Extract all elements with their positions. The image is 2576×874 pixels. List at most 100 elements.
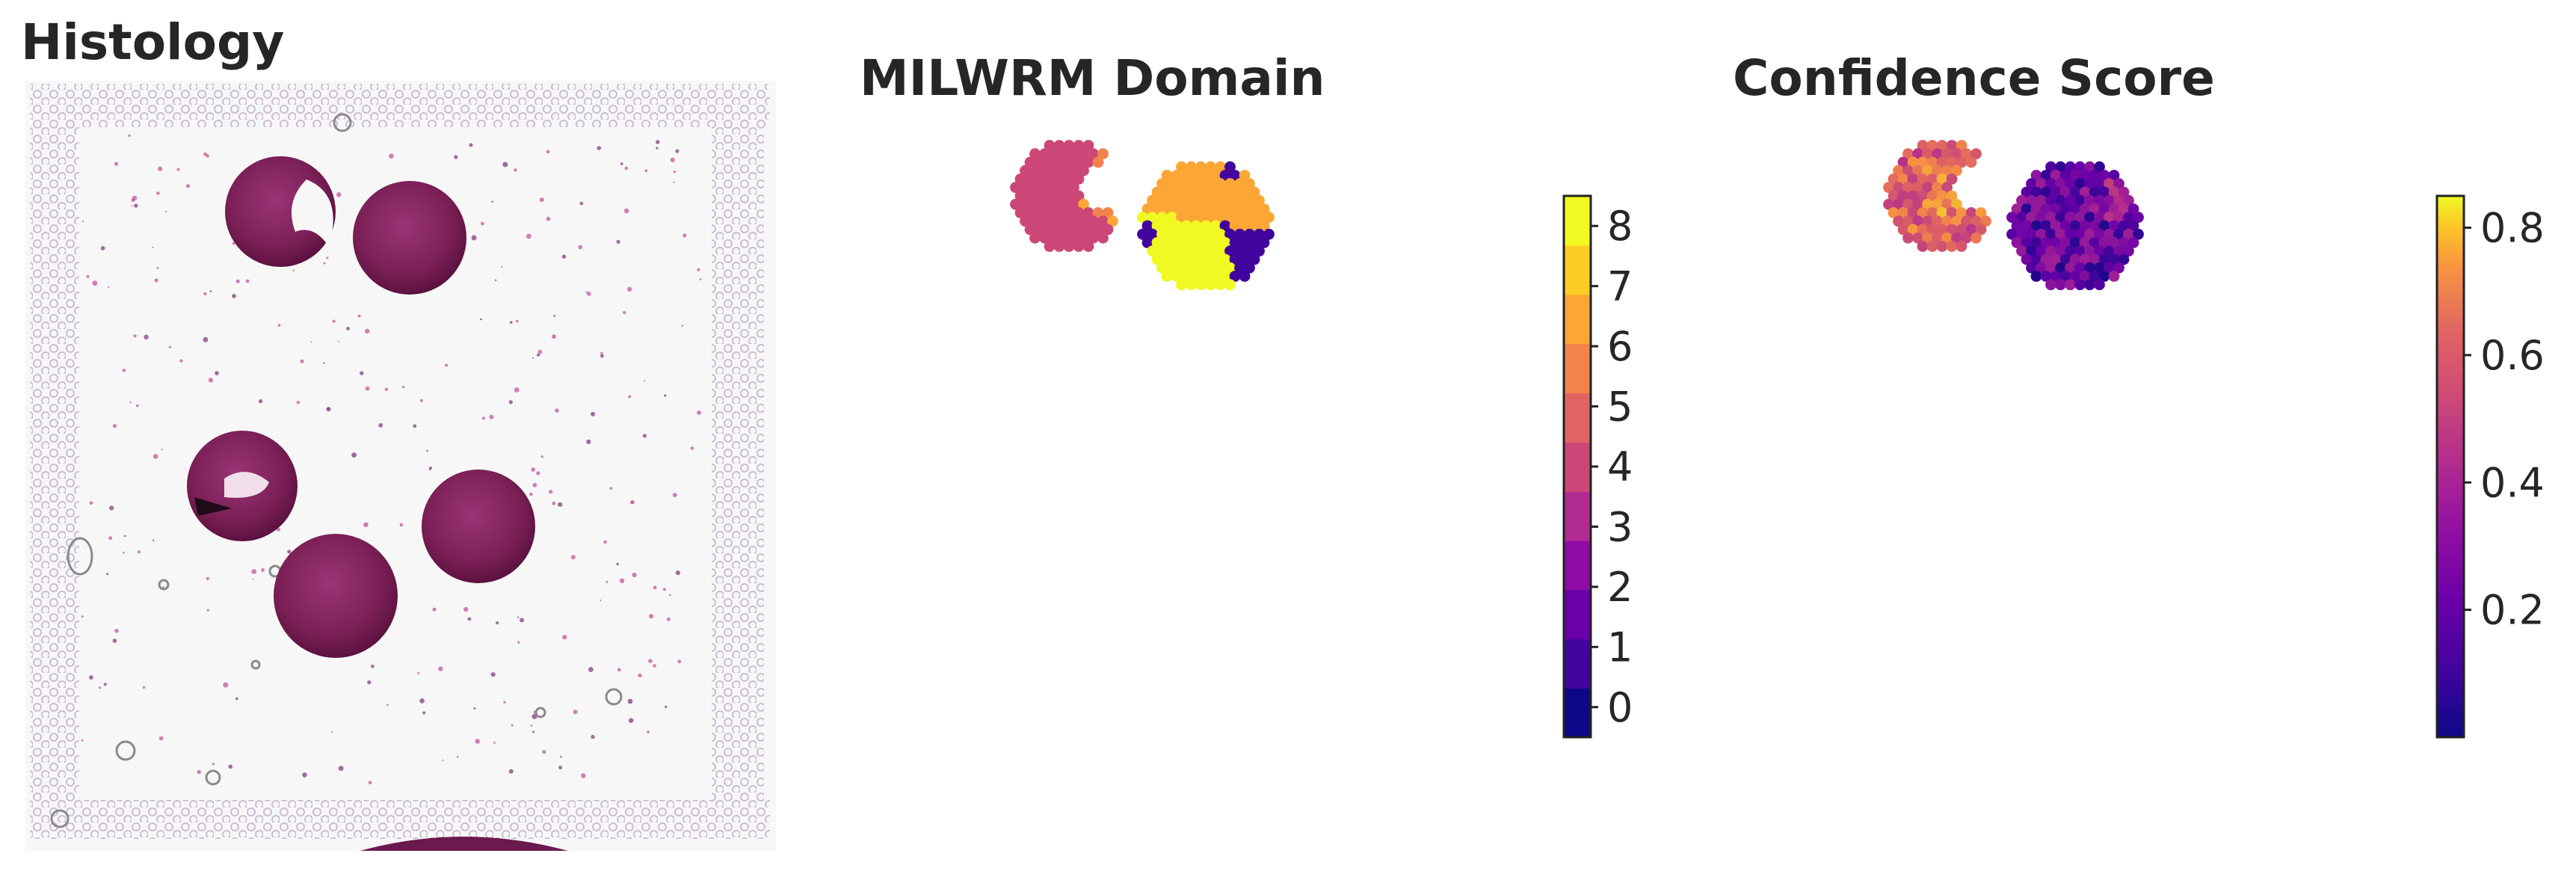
spot — [1902, 148, 1914, 160]
spot — [2050, 220, 2062, 232]
spot — [1244, 262, 1255, 274]
spot — [1215, 212, 1226, 224]
debris-speck — [378, 422, 383, 428]
spot — [2133, 228, 2144, 240]
spot — [1044, 173, 1056, 185]
spot — [2040, 253, 2052, 265]
spot — [2084, 161, 2095, 173]
tissue-core-2 — [353, 181, 466, 295]
spot — [1029, 198, 1041, 210]
debris-speck — [626, 286, 632, 292]
spot — [1244, 212, 1255, 224]
debris-speck — [508, 400, 513, 404]
spot — [1224, 245, 1236, 257]
spot — [1210, 203, 1221, 215]
spot — [2123, 228, 2134, 240]
spot — [1161, 220, 1173, 232]
spot — [1961, 232, 1972, 244]
spot — [2059, 253, 2071, 265]
spot — [2079, 186, 2091, 198]
spot — [1932, 215, 1943, 227]
colorbar-segment — [1564, 196, 1591, 246]
spot — [1219, 220, 1231, 232]
spot — [2089, 186, 2101, 198]
spot — [1205, 245, 1216, 257]
spot — [1922, 182, 1933, 194]
spot — [1088, 148, 1099, 160]
spot — [1029, 215, 1041, 227]
spot — [1044, 140, 1056, 151]
spot — [1956, 224, 1968, 236]
spot — [1151, 253, 1163, 265]
spot — [1902, 215, 1914, 227]
debris-speck — [649, 614, 654, 619]
spot — [1932, 164, 1943, 176]
debris-speck — [156, 267, 159, 270]
debris-speck — [664, 394, 667, 397]
debris-speck — [215, 371, 219, 376]
spot — [1926, 173, 1938, 185]
spot — [1049, 182, 1060, 194]
debris-speck — [503, 701, 506, 704]
spot — [1161, 253, 1173, 265]
spot — [2074, 279, 2086, 291]
spot — [1936, 173, 1948, 185]
spot — [1161, 237, 1173, 248]
spot — [1888, 173, 1899, 185]
spot — [1107, 215, 1118, 227]
spot — [1224, 194, 1236, 206]
spot — [2036, 228, 2047, 240]
spot — [2123, 212, 2134, 224]
spot — [1053, 140, 1065, 151]
spot — [1151, 220, 1163, 232]
spot — [1176, 161, 1187, 173]
spot — [1180, 271, 1192, 282]
spot — [2036, 194, 2047, 206]
spot — [1210, 253, 1221, 265]
debris-speck — [232, 294, 236, 298]
tissue-core-3 — [187, 431, 298, 541]
spot — [1883, 182, 1894, 194]
spot — [2059, 203, 2071, 215]
debris-speck — [630, 500, 634, 505]
debris-speck — [542, 750, 546, 754]
spot — [1044, 241, 1056, 252]
spot — [2113, 212, 2124, 224]
debris-speck — [628, 395, 632, 398]
debris-speck — [300, 359, 304, 363]
debris-speck — [520, 618, 524, 623]
spot — [1965, 207, 1977, 218]
confidence-spot-plot — [1883, 140, 2144, 291]
colorbar-segment — [1564, 343, 1591, 394]
spot — [2084, 194, 2095, 206]
debris-speck — [656, 147, 659, 150]
debris-speck — [642, 434, 647, 438]
spot — [1195, 245, 1207, 257]
spot — [1946, 140, 1958, 151]
debris-speck — [510, 321, 513, 324]
spot — [1263, 212, 1275, 224]
spot — [1888, 190, 1899, 202]
debris-speck — [647, 730, 650, 734]
debris-speck — [502, 161, 508, 167]
spot — [1176, 212, 1187, 224]
spot — [1205, 178, 1216, 190]
spot — [2059, 237, 2071, 248]
spot — [2059, 220, 2071, 232]
debris-speck — [549, 490, 553, 494]
spot — [1951, 148, 1962, 160]
debris-speck — [371, 664, 375, 668]
spot — [1156, 178, 1168, 190]
spot — [2104, 194, 2115, 206]
spot — [1902, 164, 1914, 176]
spot — [2098, 203, 2110, 215]
spot — [1224, 178, 1236, 190]
tissue-core-5 — [274, 534, 398, 658]
spot — [1029, 182, 1041, 194]
debris-speck — [419, 398, 423, 402]
spot — [1063, 140, 1075, 151]
spot — [1063, 241, 1075, 252]
debris-speck — [162, 586, 164, 588]
colorbar-segment — [1564, 294, 1591, 345]
colorbar-segment — [1564, 589, 1591, 640]
